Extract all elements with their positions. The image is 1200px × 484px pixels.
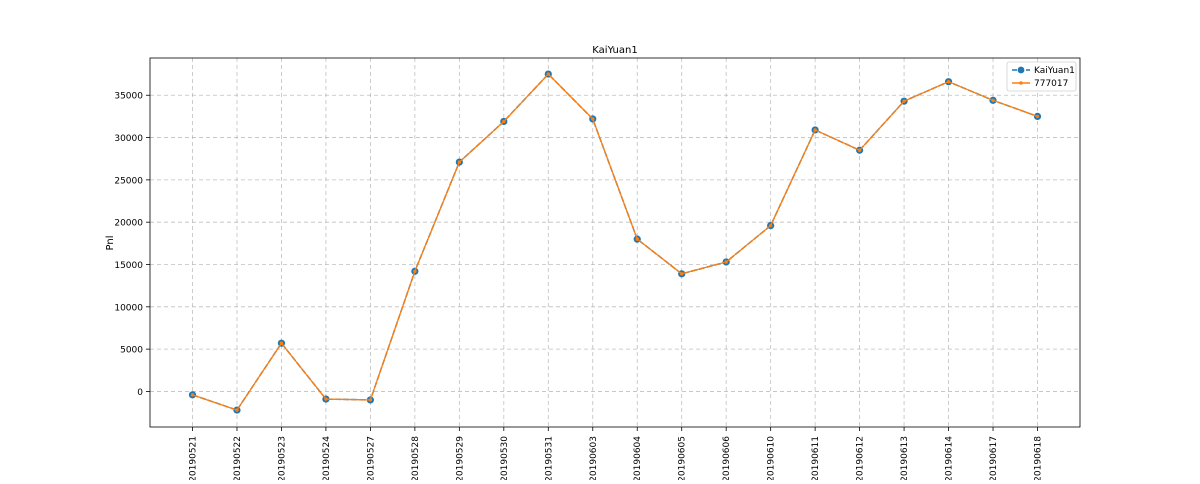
data-point — [902, 99, 906, 103]
y-tick-label: 5000 — [120, 346, 143, 356]
x-tick-label: 20190522 — [233, 436, 243, 480]
x-tick-label: 20190613 — [900, 436, 910, 480]
x-tick-label: 20190528 — [411, 436, 421, 480]
legend: KaiYuan1 777017 — [1006, 61, 1077, 92]
data-point — [413, 269, 417, 273]
x-tick-label: 20190530 — [500, 436, 510, 480]
data-point — [680, 272, 684, 276]
legend-label: KaiYuan1 — [1034, 66, 1075, 76]
data-point — [768, 223, 773, 228]
data-point — [991, 98, 995, 103]
legend-marker — [1017, 66, 1025, 74]
series-kaiyuan1 — [188, 70, 1042, 414]
series-777017 — [190, 72, 1040, 412]
series-group — [188, 70, 1042, 414]
x-tick-label: 20190603 — [589, 436, 599, 480]
y-axis-label: Pnl — [105, 236, 116, 251]
legend-marker — [1019, 81, 1023, 85]
x-tick-label: 20190612 — [856, 436, 866, 480]
y-tick-label: 30000 — [114, 134, 143, 144]
data-point — [368, 398, 373, 402]
x-tick-label: 20190529 — [455, 436, 465, 480]
y-tick-label: 15000 — [114, 261, 143, 271]
x-tick-label: 20190605 — [678, 436, 688, 480]
series-line — [192, 73, 1038, 411]
data-point — [190, 393, 195, 397]
x-tick-label: 20190524 — [322, 436, 332, 480]
x-tick-label: 20190606 — [722, 436, 732, 480]
y-tick-label: 10000 — [114, 303, 143, 313]
y-tick-label: 20000 — [114, 219, 143, 229]
series-line — [192, 73, 1038, 411]
x-tick-label: 20190521 — [189, 436, 199, 480]
x-tick-label: 20190531 — [544, 436, 554, 480]
y-tick-label: 35000 — [114, 92, 143, 102]
grid — [150, 58, 1080, 427]
x-tick-label: 20190614 — [945, 436, 955, 480]
data-point — [591, 117, 595, 121]
legend-label: 777017 — [1034, 79, 1068, 89]
y-tick-label: 0 — [137, 388, 143, 398]
y-tick-label: 25000 — [114, 176, 143, 186]
data-point — [724, 260, 728, 264]
data-point — [946, 79, 951, 84]
x-tick-label: 20190604 — [633, 436, 643, 480]
data-point — [279, 341, 284, 345]
data-point — [635, 237, 639, 241]
data-point — [813, 128, 817, 132]
x-tick-label: 20190617 — [989, 436, 999, 480]
data-point — [235, 408, 239, 412]
plot-frame — [149, 57, 1081, 428]
x-tick-label: 20190611 — [811, 436, 821, 480]
data-point — [324, 397, 328, 401]
axes: 20190521 20190522 20190523 20190524 20190527… — [114, 92, 1044, 482]
x-tick-label: 20190610 — [767, 436, 777, 480]
chart-title: KaiYuan1 — [592, 45, 637, 56]
data-point — [457, 160, 462, 164]
x-tick-label: 20190523 — [277, 436, 287, 480]
data-point — [502, 119, 506, 124]
data-point — [857, 148, 862, 152]
data-point — [1035, 114, 1040, 119]
x-tick-label: 20190618 — [1034, 436, 1044, 480]
x-tick-label: 20190527 — [366, 436, 376, 480]
data-point — [546, 72, 550, 76]
